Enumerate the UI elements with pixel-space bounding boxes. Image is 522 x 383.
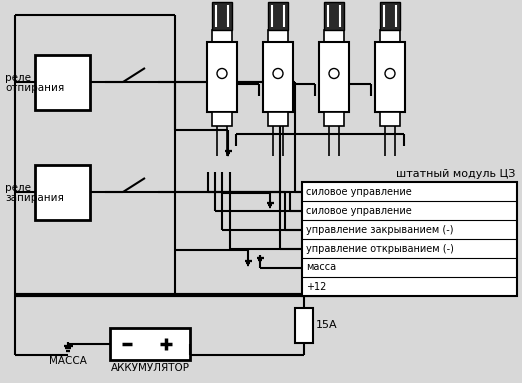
Bar bbox=[375, 42, 405, 112]
Bar bbox=[380, 112, 400, 126]
Bar bbox=[212, 30, 232, 42]
Text: реле: реле bbox=[5, 183, 31, 193]
Text: АККУМУЛЯТОР: АККУМУЛЯТОР bbox=[111, 363, 189, 373]
Bar bbox=[324, 112, 344, 126]
Bar bbox=[324, 2, 344, 30]
Text: управление открыванием (-): управление открыванием (-) bbox=[306, 244, 454, 254]
Bar bbox=[263, 42, 293, 112]
Text: силовое управление: силовое управление bbox=[306, 206, 412, 216]
Text: запирания: запирания bbox=[5, 193, 64, 203]
Bar bbox=[380, 30, 400, 42]
Text: 15А: 15А bbox=[316, 321, 338, 331]
Text: масса: масса bbox=[306, 262, 336, 272]
Bar bbox=[207, 42, 237, 112]
Bar bbox=[110, 328, 190, 360]
Bar bbox=[295, 308, 313, 343]
Text: управление закрыванием (-): управление закрыванием (-) bbox=[306, 224, 454, 234]
Text: реле: реле bbox=[5, 73, 31, 83]
Text: отпирания: отпирания bbox=[5, 83, 64, 93]
Bar bbox=[212, 112, 232, 126]
Text: +12: +12 bbox=[306, 282, 326, 291]
Bar bbox=[319, 42, 349, 112]
Bar bbox=[380, 2, 400, 30]
Bar bbox=[35, 165, 90, 220]
Bar bbox=[268, 30, 288, 42]
Bar bbox=[268, 2, 288, 30]
Text: штатный модуль ЦЗ: штатный модуль ЦЗ bbox=[396, 169, 515, 179]
Bar bbox=[212, 2, 232, 30]
Text: силовое управление: силовое управление bbox=[306, 187, 412, 196]
Text: МАССА: МАССА bbox=[49, 356, 87, 366]
Bar bbox=[324, 30, 344, 42]
Bar bbox=[302, 182, 517, 296]
Bar bbox=[35, 55, 90, 110]
Bar bbox=[268, 112, 288, 126]
